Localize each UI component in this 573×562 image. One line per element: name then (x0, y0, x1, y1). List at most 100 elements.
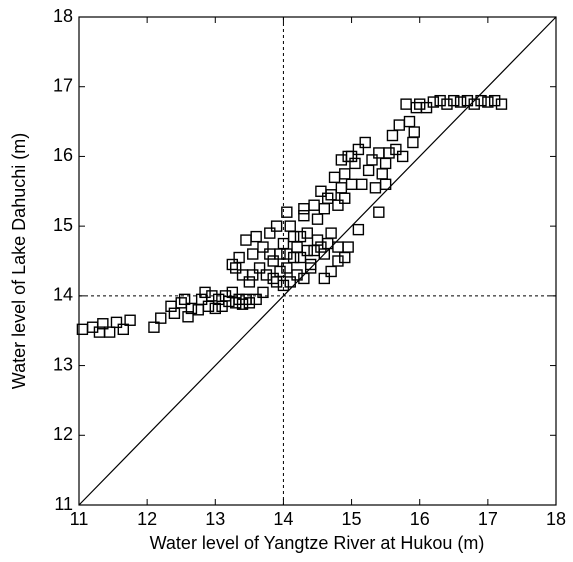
y-tick-label: 11 (54, 494, 73, 514)
point (257, 241, 269, 253)
point (356, 178, 368, 191)
point (322, 237, 334, 250)
y-tick-label: 12 (53, 424, 73, 444)
y-tick-label: 17 (53, 75, 73, 95)
point (250, 293, 262, 306)
point (345, 178, 358, 191)
point (267, 272, 279, 285)
x-tick-label: 15 (342, 509, 362, 529)
point (495, 98, 508, 110)
point (393, 119, 405, 131)
x-tick-label: 14 (273, 509, 293, 529)
point (318, 272, 331, 285)
point (410, 101, 423, 114)
point (352, 143, 365, 156)
point (270, 220, 283, 232)
point (379, 178, 392, 191)
x-tick-label: 12 (137, 509, 157, 529)
point (281, 206, 293, 218)
point (441, 98, 453, 110)
point (311, 234, 324, 246)
point (103, 326, 116, 338)
point (287, 230, 300, 243)
point (488, 94, 501, 107)
point (325, 189, 337, 201)
point (178, 293, 191, 306)
point (281, 248, 293, 260)
point (427, 96, 440, 108)
point (345, 150, 358, 163)
point (339, 168, 351, 180)
point (185, 302, 198, 315)
point (373, 147, 385, 159)
point (260, 269, 273, 281)
point (294, 251, 307, 264)
x-tick-label: 11 (70, 509, 89, 529)
point (304, 262, 317, 274)
point (236, 269, 249, 281)
point (301, 244, 313, 257)
point (117, 323, 129, 336)
y-tick-label: 14 (53, 285, 73, 305)
point (386, 129, 399, 142)
y-tick-label: 16 (53, 145, 73, 165)
point (328, 171, 341, 184)
point (168, 307, 181, 319)
point (379, 157, 392, 170)
point (281, 262, 293, 274)
point (414, 98, 426, 110)
point (270, 276, 283, 288)
point (243, 297, 256, 309)
identity-line (78, 16, 557, 506)
point (332, 255, 344, 267)
point (318, 203, 331, 215)
point (403, 115, 416, 128)
point (315, 185, 327, 197)
point (400, 98, 412, 110)
point (301, 227, 313, 239)
point (325, 265, 337, 278)
x-axis-label: Water level of Yangtze River at Hukou (m… (150, 533, 485, 553)
point (267, 255, 279, 267)
point (396, 150, 409, 163)
point (206, 290, 218, 302)
point (308, 244, 320, 257)
x-tick-label: 16 (410, 509, 430, 529)
point (240, 234, 252, 246)
point (315, 241, 327, 253)
point (226, 258, 239, 271)
point (332, 199, 344, 211)
point (448, 94, 460, 107)
point (298, 209, 310, 222)
x-tick-label: 18 (546, 509, 566, 529)
point (342, 241, 354, 253)
point (233, 251, 245, 264)
point (165, 300, 177, 313)
point (359, 136, 371, 149)
point (349, 157, 361, 170)
point (475, 94, 487, 107)
point (274, 265, 286, 278)
point (284, 276, 296, 288)
point (339, 192, 351, 204)
point (362, 164, 375, 177)
point (243, 276, 256, 288)
y-tick-label: 13 (53, 354, 73, 374)
point (230, 262, 242, 274)
point (110, 316, 123, 329)
point (369, 182, 382, 194)
point (308, 199, 320, 211)
y-tick-label: 18 (53, 6, 73, 26)
point (298, 203, 310, 215)
point (352, 223, 365, 236)
point (366, 154, 378, 166)
point (209, 302, 221, 315)
point (325, 227, 337, 239)
point (408, 126, 420, 138)
point (182, 311, 194, 323)
plot-frame (78, 16, 557, 506)
point (284, 220, 296, 232)
point (264, 248, 276, 260)
